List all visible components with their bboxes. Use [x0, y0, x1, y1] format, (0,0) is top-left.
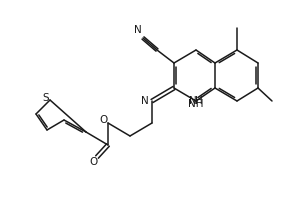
Text: N: N — [134, 25, 142, 35]
Text: O: O — [89, 157, 97, 167]
Text: S: S — [43, 93, 49, 103]
Text: N: N — [189, 96, 197, 106]
Text: N: N — [141, 96, 149, 106]
Text: NH: NH — [188, 99, 204, 109]
Text: O: O — [99, 115, 107, 125]
Text: H: H — [195, 96, 203, 106]
